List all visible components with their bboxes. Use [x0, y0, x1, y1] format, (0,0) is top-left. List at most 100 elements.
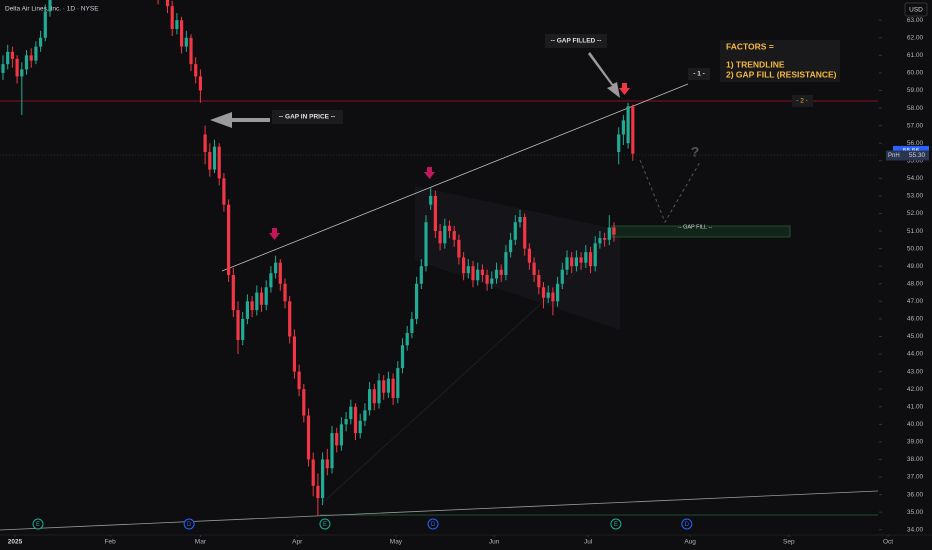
candle-body	[513, 222, 517, 240]
candle-body	[349, 406, 353, 420]
candle-body	[264, 287, 268, 305]
annotation: -- GAP IN PRICE --	[279, 114, 335, 121]
candle-body	[203, 134, 207, 152]
event-marker	[183, 518, 195, 530]
candle-body	[490, 278, 494, 284]
drawings	[0, 40, 878, 531]
event-label: E	[323, 522, 327, 528]
y-tick-label: 60.00	[907, 70, 924, 77]
currency-button[interactable]	[904, 2, 928, 17]
annotation: -- GAP FILL --	[678, 224, 712, 230]
x-tick-label: Aug	[684, 539, 696, 546]
candle-body	[504, 252, 508, 275]
candle-body	[532, 262, 536, 275]
candle-body	[208, 151, 212, 170]
pre-market-label: 55.30	[909, 152, 926, 159]
x-tick-label: May	[390, 539, 403, 546]
x-tick-label: Jul	[584, 539, 593, 546]
candle-body	[274, 262, 278, 274]
candle-body	[231, 274, 235, 311]
event-marker	[681, 518, 693, 530]
candle-body	[415, 283, 419, 319]
candle-body	[579, 257, 583, 263]
candle-body	[584, 252, 588, 263]
candle-body	[189, 37, 193, 65]
trendline	[221, 83, 689, 272]
candle-body	[546, 292, 550, 298]
candle-body	[419, 266, 423, 284]
down-arrow	[619, 83, 630, 95]
candle-body	[316, 485, 320, 499]
x-tick-label: Apr	[292, 539, 303, 546]
candle-body	[607, 227, 611, 240]
candle-body	[494, 269, 499, 279]
candle-body	[452, 231, 456, 240]
y-tick-label: 36.00	[907, 491, 924, 498]
candle-body	[499, 269, 503, 275]
x-tick-label: Jun	[489, 539, 500, 546]
annotation-box	[688, 68, 710, 80]
candle-body	[302, 389, 306, 416]
candle-body	[297, 371, 301, 390]
y-tick-label: 39.00	[907, 439, 924, 446]
y-tick-label: 63.00	[907, 17, 924, 24]
pre-market-name: PnH	[888, 153, 900, 159]
y-tick-label: 57.00	[907, 122, 924, 129]
candle-body	[180, 20, 184, 47]
candle-body	[363, 410, 367, 421]
annotation: - 2 -	[796, 98, 808, 105]
annotation: -- GAP FILLED --	[551, 38, 602, 45]
candle-body	[631, 106, 635, 154]
currency[interactable]: USD	[909, 7, 923, 14]
candle-body	[396, 368, 400, 398]
down-arrow	[269, 228, 280, 240]
annotation: - 1 -	[693, 71, 705, 78]
candle-body	[485, 274, 489, 284]
y-tick-label: 61.00	[907, 52, 924, 59]
candle-body	[217, 146, 221, 179]
candle-body	[358, 420, 362, 434]
gap-arrow	[210, 112, 270, 128]
candle-body	[527, 248, 532, 263]
candle-body	[344, 419, 348, 425]
event-label: D	[431, 522, 436, 528]
event-marker	[319, 518, 331, 530]
candle-body	[269, 273, 273, 288]
y-tick-label: 42.00	[907, 386, 924, 393]
candle-body	[612, 227, 616, 235]
candle-body	[241, 318, 245, 340]
y-tick-label: 40.00	[907, 421, 924, 428]
candle-body	[462, 257, 466, 274]
y-tick-label: 52.00	[907, 210, 924, 217]
candle-body	[20, 69, 24, 77]
annotation-box	[545, 34, 607, 48]
candle-body	[292, 336, 297, 372]
candle-body	[574, 257, 579, 267]
candle-body	[598, 238, 602, 244]
x-tick-label: Feb	[105, 539, 117, 546]
candle-body	[335, 433, 339, 446]
candle-body	[509, 239, 513, 253]
y-tick-label: 62.00	[907, 34, 924, 41]
candle-body	[626, 106, 630, 144]
candle-body	[339, 424, 344, 446]
candle-body	[24, 55, 29, 70]
annotation: FACTORS =	[726, 41, 774, 51]
candle-body	[236, 310, 240, 340]
candle-body	[175, 20, 179, 29]
candle-body	[391, 378, 395, 398]
candle-body	[523, 216, 527, 249]
y-tick-label: 54.00	[907, 175, 924, 182]
candle-body	[250, 301, 254, 311]
candle-body	[433, 195, 438, 232]
candle-body	[476, 269, 480, 281]
candle-body	[278, 262, 282, 284]
projection	[639, 159, 701, 224]
candle-body	[570, 257, 574, 267]
candle-body	[593, 243, 597, 267]
candle-body	[170, 6, 174, 29]
y-tick-label: 43.00	[907, 368, 924, 375]
candle-body	[227, 204, 231, 275]
x-tick-label: Oct	[883, 539, 893, 546]
